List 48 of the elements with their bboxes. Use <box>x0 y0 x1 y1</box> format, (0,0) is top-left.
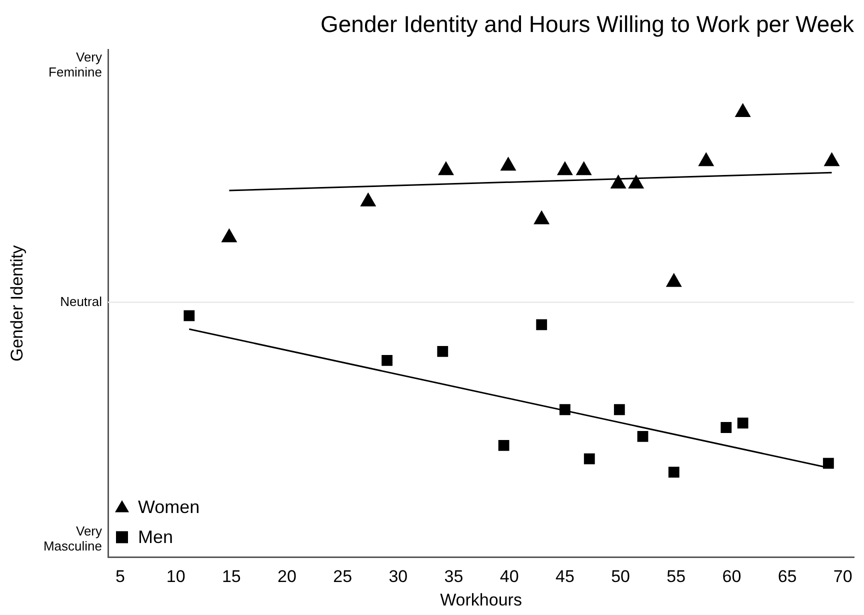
x-tick-label: 60 <box>722 567 742 586</box>
x-tick-label: 45 <box>555 567 574 586</box>
x-tick-label: 20 <box>278 567 296 586</box>
point <box>666 272 682 287</box>
legend-label: Women <box>138 497 200 518</box>
point <box>382 354 393 366</box>
x-tick-label: 35 <box>444 567 464 586</box>
point <box>734 102 751 117</box>
point <box>822 458 834 469</box>
point <box>668 466 680 478</box>
x-tick-label: 65 <box>778 567 797 586</box>
point <box>584 453 595 464</box>
x-tick-label: 15 <box>222 567 241 586</box>
point <box>534 210 550 224</box>
y-axis-title: Gender Identity <box>8 244 27 362</box>
point <box>536 319 548 330</box>
text: Very Masculine <box>43 523 102 554</box>
point <box>720 422 732 433</box>
point <box>500 156 516 171</box>
point <box>614 404 625 416</box>
x-tick-label: 70 <box>833 567 852 586</box>
text: Neutral <box>60 294 102 309</box>
point <box>628 174 644 189</box>
point <box>438 161 454 176</box>
legend-label: Men <box>138 527 174 548</box>
point <box>360 192 376 206</box>
point <box>576 161 592 176</box>
x-tick-label: 10 <box>166 567 186 586</box>
point <box>637 431 648 442</box>
chart-title: Gender Identity and Hours Willing to Work per Week <box>320 11 854 38</box>
x-tick-label: 25 <box>333 567 352 586</box>
point <box>698 152 714 166</box>
x-tick-label: 55 <box>666 567 686 586</box>
point <box>737 418 748 428</box>
x-tick-label: 30 <box>388 567 408 586</box>
point <box>559 404 570 416</box>
x-axis-title: Workhours <box>440 590 522 610</box>
point <box>824 152 840 166</box>
point <box>498 440 510 451</box>
x-tick-label: 50 <box>611 567 630 586</box>
text: Very Feminine <box>48 50 102 80</box>
x-tick-label: 40 <box>500 567 519 586</box>
point <box>610 174 626 189</box>
point <box>437 346 448 357</box>
point <box>556 161 573 176</box>
point <box>184 310 195 322</box>
x-tick-label: 5 <box>115 567 125 586</box>
point <box>221 228 238 242</box>
